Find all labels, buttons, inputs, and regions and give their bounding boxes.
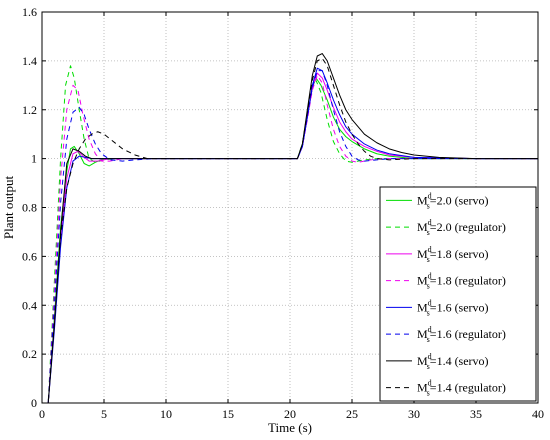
y-tick-label: 1.4 bbox=[22, 54, 37, 68]
legend-entry: Md s=1.8 (servo) bbox=[417, 245, 489, 264]
series-line-6 bbox=[42, 70, 538, 404]
series-lines bbox=[42, 53, 538, 404]
series-line-8 bbox=[42, 57, 538, 404]
legend-entry: Md s=2.0 (servo) bbox=[417, 191, 489, 210]
legend: Md s=2.0 (servo) Md s=2.0 (regulator) Md s=1.… bbox=[379, 186, 537, 402]
x-tick-label: 30 bbox=[408, 407, 420, 421]
y-tick-label: 1.2 bbox=[22, 103, 37, 117]
x-tick-label: 35 bbox=[470, 407, 482, 421]
legend-entry: Md s=1.4 (regulator) bbox=[417, 379, 506, 398]
x-tick-label: 25 bbox=[346, 407, 358, 421]
y-tick-label: 1.6 bbox=[22, 5, 37, 19]
x-tick-label: 0 bbox=[39, 407, 45, 421]
series-line-5 bbox=[42, 67, 538, 404]
y-tick-label: 0.2 bbox=[22, 347, 37, 361]
axis-ticks: 0 5 10 15 20 25 30 35 40 0 0.2 0.4 0.6 0.8 1 1.2 1.4 1.6 bbox=[22, 5, 544, 421]
legend-box bbox=[379, 186, 537, 402]
legend-entry: Md s=2.0 (regulator) bbox=[417, 218, 506, 237]
y-tick-label: 0.6 bbox=[22, 249, 37, 263]
legend-entry: Md s=1.8 (regulator) bbox=[417, 272, 506, 291]
y-tick-label: 0 bbox=[31, 396, 37, 410]
legend-entry: Md s=1.6 (regulator) bbox=[417, 325, 506, 344]
x-tick-label: 40 bbox=[532, 407, 544, 421]
x-tick-label: 5 bbox=[101, 407, 107, 421]
x-tick-label: 10 bbox=[160, 407, 172, 421]
x-tick-label: 15 bbox=[222, 407, 234, 421]
y-tick-label: 0.4 bbox=[22, 298, 37, 312]
legend-entry: Md s=1.6 (servo) bbox=[417, 298, 489, 317]
y-tick-label: 0.8 bbox=[22, 201, 37, 215]
y-tick-label: 1 bbox=[31, 152, 37, 166]
y-axis-label: Plant output bbox=[1, 176, 16, 240]
legend-entry: Md s=1.4 (servo) bbox=[417, 352, 489, 371]
series-line-7 bbox=[42, 53, 538, 404]
x-axis-label: Time (s) bbox=[268, 420, 312, 435]
x-tick-label: 20 bbox=[284, 407, 296, 421]
